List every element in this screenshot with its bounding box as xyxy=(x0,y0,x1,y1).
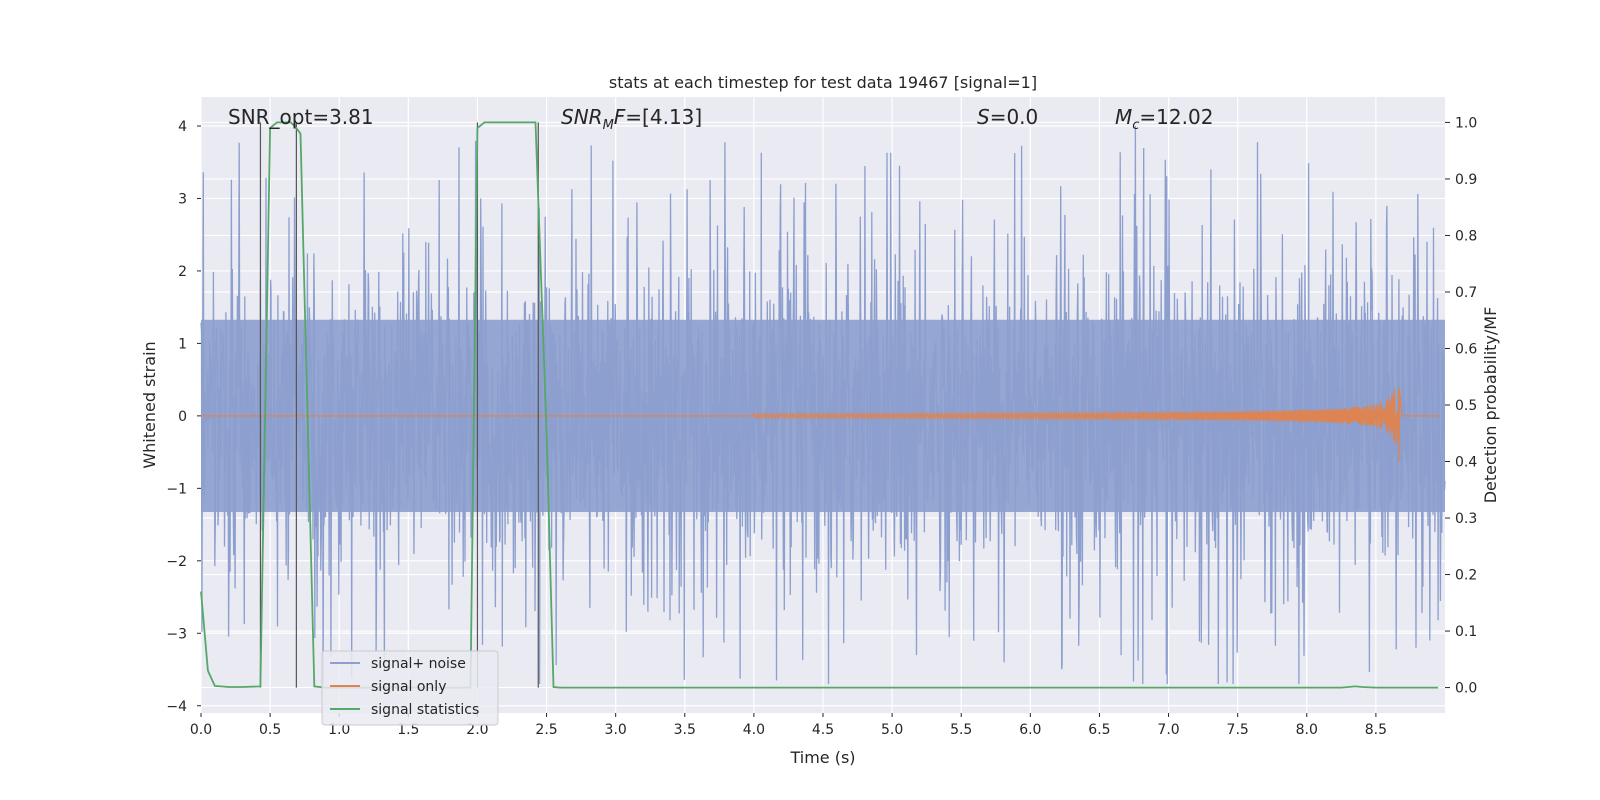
x-tick-label: 1.0 xyxy=(328,722,350,738)
y2-tick-label: 0.6 xyxy=(1455,341,1477,357)
x-tick-label: 2.0 xyxy=(466,722,488,738)
annotation-snr-mf: SNRMF=[4.13] xyxy=(561,105,702,133)
legend-box xyxy=(321,650,499,726)
y2-tick-label: 0.4 xyxy=(1455,455,1477,471)
noise-line xyxy=(200,125,1446,685)
x-tick-label: 8.5 xyxy=(1365,722,1387,738)
x-tick-label: 3.5 xyxy=(674,722,696,738)
y2-tick-label: 0.0 xyxy=(1455,681,1477,697)
snr-mf-prefix: SNR xyxy=(561,105,603,129)
x-axis-title: Time (s) xyxy=(789,748,855,767)
x-tick-label: 6.0 xyxy=(1019,722,1041,738)
series-signal-only xyxy=(201,387,1440,463)
signal-only-line xyxy=(201,387,1440,463)
x-tick-label: 4.5 xyxy=(812,722,834,738)
s-value: =0.0 xyxy=(990,105,1039,129)
y2-tick-label: 1.0 xyxy=(1455,115,1477,131)
x-tick-label: 5.0 xyxy=(881,722,903,738)
tick-labels: 0.0 0.5 1.0 1.5 2.0 2.5 3.0 3.5 4.0 4.5 5.0 5.5 6.0 6… xyxy=(166,115,1477,738)
y-tick-label: 4 xyxy=(178,119,187,135)
y-axis-title: Whitened strain xyxy=(140,341,159,468)
y-tick-label: −4 xyxy=(166,699,187,715)
y2-tick-label: 0.8 xyxy=(1455,228,1477,244)
y2-tick-label: 0.3 xyxy=(1455,511,1477,527)
annotation-s: S=0.0 xyxy=(977,105,1038,129)
y2-tick-label: 0.1 xyxy=(1455,624,1477,640)
snr-mf-suffix-italic: F xyxy=(614,105,626,129)
legend-label-signal-statistics: signal statistics xyxy=(371,702,479,718)
mc-value: =12.02 xyxy=(1139,105,1213,129)
y-tick-label: −2 xyxy=(166,554,187,570)
x-tick-label: 7.5 xyxy=(1227,722,1249,738)
snr-mf-sub: M xyxy=(603,118,614,133)
x-tick-label: 8.0 xyxy=(1296,722,1318,738)
snr-mf-suffix: =[4.13] xyxy=(625,105,702,129)
series-signal-statistics xyxy=(200,121,1439,689)
x-tick-label: 0.5 xyxy=(259,722,281,738)
mc-label: M xyxy=(1115,105,1132,129)
y2-tick-label: 0.7 xyxy=(1455,285,1477,301)
legend-label-signal-noise: signal+ noise xyxy=(371,656,466,672)
y-tick-label: −3 xyxy=(166,626,187,642)
y2-tick-label: 0.2 xyxy=(1455,568,1477,584)
x-tick-label: 4.0 xyxy=(743,722,765,738)
legend-label-signal-only: signal only xyxy=(371,679,446,695)
annotation-mc: Mc=12.02 xyxy=(1115,105,1213,133)
x-tick-label: 5.5 xyxy=(950,722,972,738)
y-tick-label: 1 xyxy=(178,336,187,352)
chart-title: stats at each timestep for test data 194… xyxy=(609,73,1037,92)
y-tick-label: −1 xyxy=(166,481,187,497)
s-label: S xyxy=(977,105,990,129)
y2-tick-label: 0.5 xyxy=(1455,398,1477,414)
x-tick-label: 6.5 xyxy=(1088,722,1110,738)
y-tick-label: 0 xyxy=(178,409,187,425)
y-tick-label: 3 xyxy=(178,191,187,207)
x-tick-label: 0.0 xyxy=(190,722,212,738)
legend: signal+ noise signal only signal statist… xyxy=(321,650,499,726)
x-tick-label: 1.5 xyxy=(397,722,419,738)
annotation-snr-opt: SNR_opt=3.81 xyxy=(228,105,374,129)
y2-tick-label: 0.9 xyxy=(1455,172,1477,188)
mc-sub: c xyxy=(1132,118,1139,133)
x-tick-label: 3.0 xyxy=(605,722,627,738)
y-tick-label: 2 xyxy=(178,264,187,280)
signal-statistics-line xyxy=(200,121,1439,689)
x-tick-label: 2.5 xyxy=(535,722,557,738)
y2-axis-title: Detection probability/MF xyxy=(1481,307,1500,504)
x-tick-label: 7.0 xyxy=(1157,722,1179,738)
